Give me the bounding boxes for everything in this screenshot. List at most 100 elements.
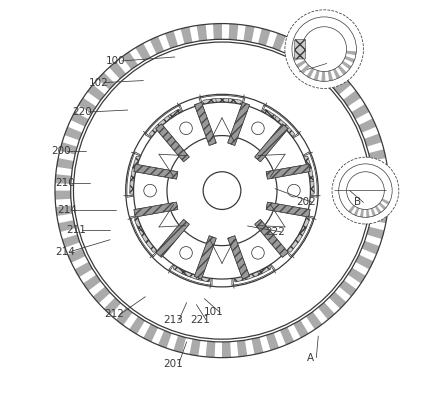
Wedge shape [83,275,101,291]
Wedge shape [55,191,71,200]
FancyBboxPatch shape [215,98,229,122]
Polygon shape [199,95,245,122]
Wedge shape [337,65,347,75]
Bar [156,124,189,162]
Wedge shape [328,71,333,81]
Circle shape [126,94,318,287]
Bar [194,102,216,145]
Wedge shape [381,198,390,205]
Wedge shape [301,64,310,74]
Bar [134,202,178,217]
Wedge shape [356,255,373,269]
Wedge shape [329,292,346,309]
Wedge shape [293,320,309,338]
Wedge shape [371,208,376,216]
Circle shape [332,157,399,224]
Text: 212: 212 [104,309,124,320]
Wedge shape [135,43,151,61]
Wedge shape [286,39,301,57]
Wedge shape [150,36,164,54]
Wedge shape [293,55,303,61]
Bar [266,164,310,179]
Wedge shape [280,327,294,345]
Text: 200: 200 [51,146,71,156]
Bar [255,124,288,162]
Wedge shape [237,340,247,357]
Text: 220: 220 [73,107,92,117]
Wedge shape [345,56,355,63]
FancyBboxPatch shape [150,125,175,149]
Text: 101: 101 [204,307,224,318]
Wedge shape [143,324,158,342]
Text: 201: 201 [163,358,183,369]
Wedge shape [351,104,369,119]
Bar [228,236,250,279]
Wedge shape [364,134,382,147]
Wedge shape [55,174,71,184]
Wedge shape [379,202,386,210]
Bar [134,164,178,179]
Wedge shape [109,61,126,79]
FancyBboxPatch shape [185,253,205,279]
Wedge shape [339,280,357,297]
FancyBboxPatch shape [283,210,309,231]
FancyBboxPatch shape [269,125,294,149]
FancyBboxPatch shape [278,219,305,242]
Wedge shape [370,212,387,223]
Wedge shape [75,262,93,277]
Bar [194,236,216,279]
Bar [228,102,250,145]
Wedge shape [251,337,263,354]
FancyBboxPatch shape [133,156,159,176]
Wedge shape [243,25,254,42]
Text: 100: 100 [106,56,126,66]
Text: 211: 211 [67,225,87,235]
Wedge shape [129,316,145,334]
Polygon shape [274,212,313,257]
Bar [134,164,178,179]
Text: A: A [307,353,314,363]
FancyBboxPatch shape [262,116,286,142]
FancyBboxPatch shape [225,99,241,123]
Text: 213: 213 [163,315,183,325]
Circle shape [252,246,264,259]
Wedge shape [165,31,178,48]
Circle shape [167,136,277,246]
Text: 222: 222 [265,227,285,237]
Wedge shape [213,24,222,40]
Bar [266,202,310,217]
Wedge shape [366,209,369,217]
Wedge shape [57,158,74,169]
Bar [255,124,288,162]
Bar [156,124,189,162]
Circle shape [144,184,156,197]
FancyBboxPatch shape [130,181,154,195]
Circle shape [285,10,364,88]
Circle shape [203,172,241,209]
Wedge shape [375,206,381,214]
Circle shape [73,42,371,339]
Bar [228,102,250,145]
Wedge shape [62,235,80,248]
Wedge shape [306,312,322,329]
Bar [156,219,189,257]
Wedge shape [314,70,320,81]
Wedge shape [360,209,364,217]
Wedge shape [333,78,351,95]
Text: 214: 214 [57,205,77,215]
Polygon shape [145,105,189,147]
Wedge shape [296,60,306,68]
Wedge shape [346,51,357,55]
Text: 210: 210 [55,178,75,188]
Wedge shape [197,24,207,41]
Wedge shape [122,52,138,70]
FancyBboxPatch shape [168,109,191,136]
Wedge shape [60,142,77,154]
Wedge shape [58,220,75,232]
Wedge shape [354,208,359,216]
Wedge shape [373,197,389,207]
Bar [266,164,310,179]
Wedge shape [174,335,186,353]
FancyBboxPatch shape [253,109,276,136]
FancyBboxPatch shape [290,181,314,195]
